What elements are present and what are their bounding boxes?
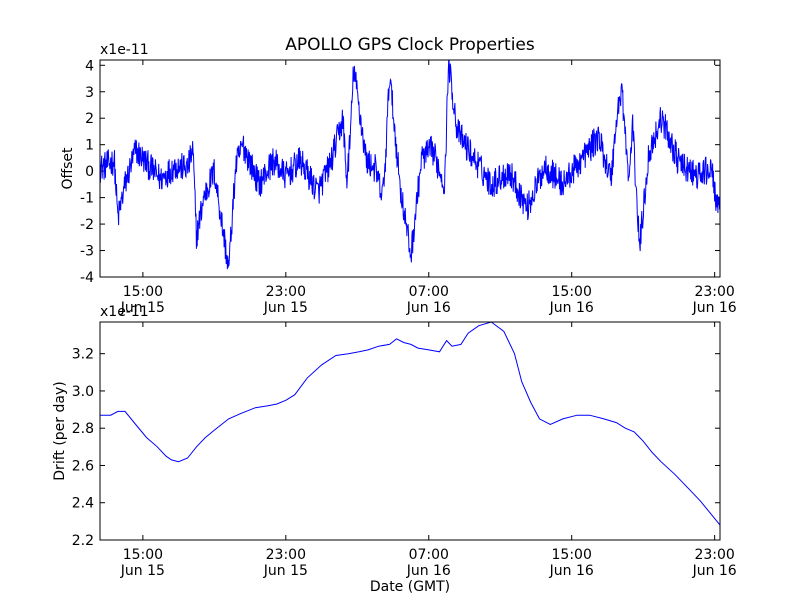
- y-tick-label: -2: [80, 217, 94, 233]
- y-tick-label: -3: [80, 244, 94, 260]
- x-axis-label: Date (GMT): [370, 579, 450, 595]
- y-tick-label: 0: [85, 164, 94, 180]
- x-tick-label: 23:00: [266, 547, 306, 563]
- axes-frame: [99, 59, 721, 278]
- drift-panel: x1e-11 Drift (per day) Date (GMT) 15:00J…: [52, 304, 737, 595]
- y-tick-label: 3.2: [72, 347, 94, 363]
- x-tick-label: 07:00: [409, 547, 449, 563]
- y-tick-label: 2.2: [72, 533, 94, 549]
- x-tick-date-label: Jun 16: [549, 300, 594, 316]
- offset-panel: APOLLO GPS Clock Properties x1e-11 Offse…: [60, 35, 737, 316]
- x-tick-date-label: Jun 16: [406, 563, 451, 579]
- x-tick-label: 07:00: [409, 284, 449, 300]
- y-tick-label: 3.0: [72, 384, 94, 400]
- x-tick-label: 15:00: [552, 547, 592, 563]
- y-axis-label: Drift (per day): [52, 381, 68, 480]
- y-tick-label: 3: [85, 85, 94, 101]
- y-tick-label: 2: [85, 111, 94, 127]
- series-group: [100, 321, 721, 526]
- x-tick-date-label: Jun 15: [120, 300, 165, 316]
- y-axis-label: Offset: [60, 147, 76, 190]
- axes-frame: [99, 321, 721, 541]
- x-tick-label: 15:00: [123, 547, 163, 563]
- x-tick-label: 23:00: [694, 284, 734, 300]
- y-tick-label: -1: [80, 191, 94, 207]
- x-tick-label: 15:00: [123, 284, 163, 300]
- x-tick-date-label: Jun 15: [263, 563, 308, 579]
- x-tick-date-label: Jun 16: [692, 300, 737, 316]
- y-tick-label: 2.6: [72, 458, 94, 474]
- x-tick-label: 23:00: [266, 284, 306, 300]
- x-tick-label: 15:00: [552, 284, 592, 300]
- x-tick-date-label: Jun 15: [120, 563, 165, 579]
- series-line: [100, 321, 721, 526]
- y-tick-label: 1: [85, 138, 94, 154]
- y-tick-label: -4: [80, 270, 94, 286]
- y-tick-label: 2.4: [72, 496, 94, 512]
- y-tick-label: 2.8: [72, 421, 94, 437]
- x-tick-date-label: Jun 16: [406, 300, 451, 316]
- offset-scale-text: x1e-11: [100, 42, 149, 58]
- x-tick-label: 23:00: [694, 547, 734, 563]
- x-tick-date-label: Jun 16: [549, 563, 594, 579]
- x-tick-date-label: Jun 15: [263, 300, 308, 316]
- offset-scale-text: x1e-11: [100, 304, 149, 320]
- series-group: [99, 59, 721, 270]
- y-tick-label: 4: [85, 58, 94, 74]
- x-tick-date-label: Jun 16: [692, 563, 737, 579]
- series-line: [99, 59, 721, 270]
- chart-title: APOLLO GPS Clock Properties: [285, 35, 535, 55]
